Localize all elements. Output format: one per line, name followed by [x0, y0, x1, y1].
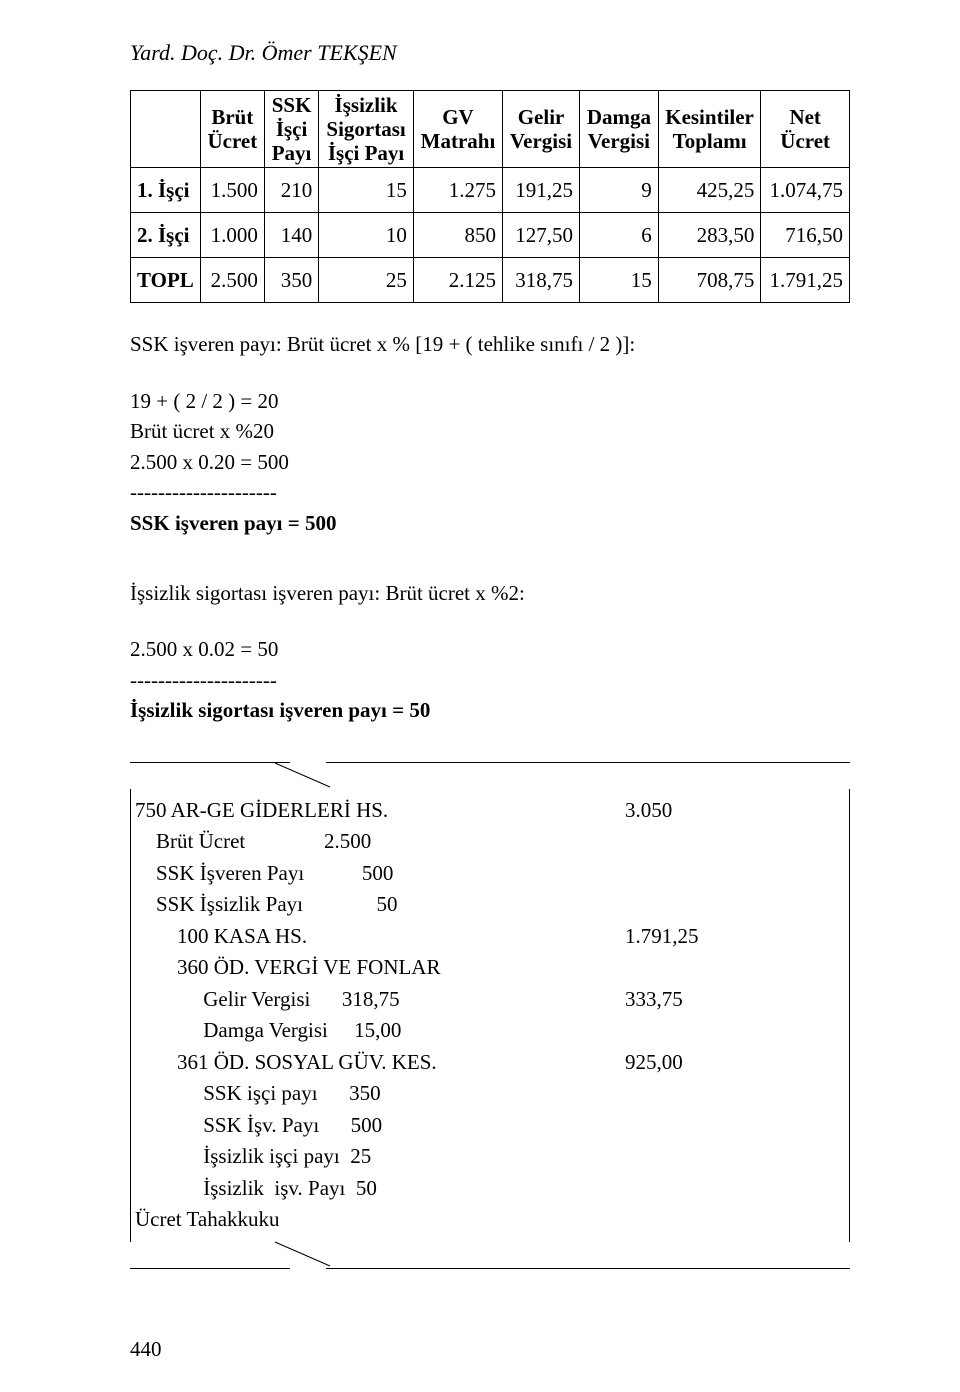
- journal-amount: 3.050: [625, 795, 745, 827]
- cell: 140: [264, 213, 318, 258]
- cell: 2.125: [413, 258, 502, 303]
- journal-amount: [625, 1141, 745, 1173]
- cell: 716,50: [761, 213, 850, 258]
- cell: 9: [580, 168, 659, 213]
- journal-line: 100 KASA HS.: [135, 921, 625, 953]
- cell: 191,25: [503, 168, 580, 213]
- journal-amount: [625, 858, 745, 890]
- journal-amount: [625, 952, 745, 984]
- calc-line: 19 + ( 2 / 2 ) = 20: [130, 386, 850, 416]
- page-number: 440: [130, 1337, 162, 1362]
- payroll-table: Brüt Ücret SSK İşçi Payı İşsizlik Sigort…: [130, 90, 850, 303]
- calc-line: Brüt ücret x %20: [130, 416, 850, 446]
- table-row: 1. İşçi 1.500 210 15 1.275 191,25 9 425,…: [131, 168, 850, 213]
- table-row: TOPL 2.500 350 25 2.125 318,75 15 708,75…: [131, 258, 850, 303]
- row-label: TOPL: [131, 258, 201, 303]
- calc-line: 2.500 x 0.20 = 500: [130, 447, 850, 477]
- cell: 1.791,25: [761, 258, 850, 303]
- cell: 6: [580, 213, 659, 258]
- journal-diagonal-bottom: [130, 1242, 850, 1268]
- cell: 25: [319, 258, 414, 303]
- cell: 283,50: [658, 213, 761, 258]
- journal-amount: [625, 826, 745, 858]
- calc-result: SSK işveren payı = 500: [130, 508, 850, 538]
- journal-amount: [625, 1078, 745, 1110]
- col-gelir-vergisi: Gelir Vergisi: [503, 91, 580, 168]
- dash-line: ---------------------: [130, 665, 850, 695]
- col-ssk-isci: SSK İşçi Payı: [264, 91, 318, 168]
- journal-line: SSK İşv. Payı 500: [135, 1110, 625, 1142]
- col-brut-ucret: Brüt Ücret: [200, 91, 264, 168]
- row-label: 2. İşçi: [131, 213, 201, 258]
- journal-amount: 925,00: [625, 1047, 745, 1079]
- journal-amount: [625, 1015, 745, 1047]
- journal-diagonal-top: [130, 763, 850, 789]
- journal-entry: 750 AR-GE GİDERLERİ HS.3.050 Brüt Ücret …: [130, 762, 850, 1269]
- col-damga-vergisi: Damga Vergisi: [580, 91, 659, 168]
- table-row: 2. İşçi 1.000 140 10 850 127,50 6 283,50…: [131, 213, 850, 258]
- journal-line: Damga Vergisi 15,00: [135, 1015, 625, 1047]
- journal-line: SSK İşsizlik Payı 50: [135, 889, 625, 921]
- cell: 127,50: [503, 213, 580, 258]
- journal-line: İşsizlik işv. Payı 50: [135, 1173, 625, 1205]
- journal-line: Ücret Tahakkuku: [135, 1204, 625, 1236]
- cell: 2.500: [200, 258, 264, 303]
- journal-line: SSK işçi payı 350: [135, 1078, 625, 1110]
- issizlik-heading: İşsizlik sigortası işveren payı: Brüt üc…: [130, 578, 850, 608]
- table-header: Brüt Ücret SSK İşçi Payı İşsizlik Sigort…: [131, 91, 850, 168]
- cell: 210: [264, 168, 318, 213]
- cell: 850: [413, 213, 502, 258]
- journal-line: İşsizlik işçi payı 25: [135, 1141, 625, 1173]
- col-gv-matrahi: GV Matrahı: [413, 91, 502, 168]
- dash-line: ---------------------: [130, 477, 850, 507]
- row-label: 1. İşçi: [131, 168, 201, 213]
- journal-amount: 333,75: [625, 984, 745, 1016]
- cell: 15: [580, 258, 659, 303]
- journal-amount: [625, 1173, 745, 1205]
- col-net-ucret: Net Ücret: [761, 91, 850, 168]
- col-kesintiler: Kesintiler Toplamı: [658, 91, 761, 168]
- ssk-isveren-heading: SSK işveren payı: Brüt ücret x % [19 + (…: [130, 329, 850, 359]
- journal-rule-bottom: [130, 1268, 850, 1269]
- journal-line: 361 ÖD. SOSYAL GÜV. KES.: [135, 1047, 625, 1079]
- calc-result: İşsizlik sigortası işveren payı = 50: [130, 695, 850, 725]
- cell: 1.074,75: [761, 168, 850, 213]
- cell: 350: [264, 258, 318, 303]
- cell: 1.000: [200, 213, 264, 258]
- col-issizlik: İşsizlik Sigortası İşçi Payı: [319, 91, 414, 168]
- journal-amount: [625, 1204, 745, 1236]
- journal-line: 360 ÖD. VERGİ VE FONLAR: [135, 952, 625, 984]
- calc-line: 2.500 x 0.02 = 50: [130, 634, 850, 664]
- journal-line: SSK İşveren Payı 500: [135, 858, 625, 890]
- cell: 425,25: [658, 168, 761, 213]
- cell: 708,75: [658, 258, 761, 303]
- cell: 1.275: [413, 168, 502, 213]
- col-blank: [131, 91, 201, 168]
- cell: 1.500: [200, 168, 264, 213]
- page-author-header: Yard. Doç. Dr. Ömer TEKŞEN: [130, 40, 850, 66]
- cell: 15: [319, 168, 414, 213]
- cell: 10: [319, 213, 414, 258]
- journal-amount: [625, 1110, 745, 1142]
- journal-line: 750 AR-GE GİDERLERİ HS.: [135, 795, 625, 827]
- journal-line: Brüt Ücret 2.500: [135, 826, 625, 858]
- journal-line: Gelir Vergisi 318,75: [135, 984, 625, 1016]
- cell: 318,75: [503, 258, 580, 303]
- journal-amount: [625, 889, 745, 921]
- journal-amount: 1.791,25: [625, 921, 745, 953]
